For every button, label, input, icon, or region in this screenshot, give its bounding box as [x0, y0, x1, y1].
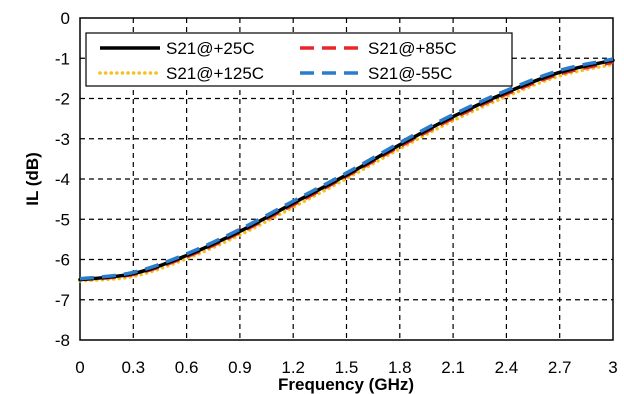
x-tick-label: 2.4: [495, 358, 519, 377]
y-tick-label: -2: [55, 90, 70, 109]
y-tick-label: -3: [55, 130, 70, 149]
x-tick-label: 2.7: [548, 358, 572, 377]
series-layer: [78, 57, 615, 283]
y-tick-label: -5: [55, 210, 70, 229]
x-tick-label: 3: [608, 358, 617, 377]
x-tick-label: 1.8: [388, 358, 412, 377]
legend-label-s21-85c: S21@+85C: [368, 39, 457, 58]
y-tick-label: -4: [55, 170, 70, 189]
series-line-s21-55c: [79, 57, 614, 281]
x-tick-label: 0.3: [121, 358, 145, 377]
legend-box: [85, 32, 513, 87]
x-tick-label: 0: [75, 358, 84, 377]
x-tick-label: 1.5: [335, 358, 359, 377]
plot-area-border: [79, 17, 614, 341]
y-tick-label: -6: [55, 251, 70, 270]
legend-label-s21-55c: S21@-55C: [368, 64, 452, 83]
y-tick-label: -1: [55, 49, 70, 68]
legend-label-s21-25c: S21@+25C: [166, 39, 255, 58]
x-tick-label: 2.1: [441, 358, 465, 377]
x-tick-label: 1.2: [281, 358, 305, 377]
y-tick-label: -8: [55, 331, 70, 350]
y-tick-label: 0: [61, 9, 70, 28]
legend: S21@+25C S21@+85C S21@+125C S21@-55C: [85, 32, 513, 87]
y-axis-title: IL (dB): [23, 152, 42, 206]
x-axis-title: Frequency (GHz): [278, 375, 414, 394]
tick-labels: 0 0.3 0.6 0.9 1.2 1.5 1.8 2.1 2.4 2.7 3 0 -1 -2 -3 -4 -5…: [55, 9, 618, 377]
x-tick-label: 0.6: [175, 358, 199, 377]
y-tick-label: -7: [55, 291, 70, 310]
grid: [80, 18, 613, 340]
legend-label-s21-125c: S21@+125C: [166, 64, 264, 83]
x-tick-label: 0.9: [228, 358, 252, 377]
